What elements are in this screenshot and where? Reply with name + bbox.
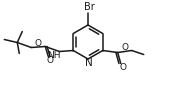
Text: O: O xyxy=(35,38,42,47)
Text: O: O xyxy=(119,63,126,72)
Text: N: N xyxy=(85,58,93,68)
Text: O: O xyxy=(121,43,128,52)
Text: Br: Br xyxy=(84,2,94,13)
Text: O: O xyxy=(47,56,54,65)
Text: NH: NH xyxy=(47,51,61,60)
